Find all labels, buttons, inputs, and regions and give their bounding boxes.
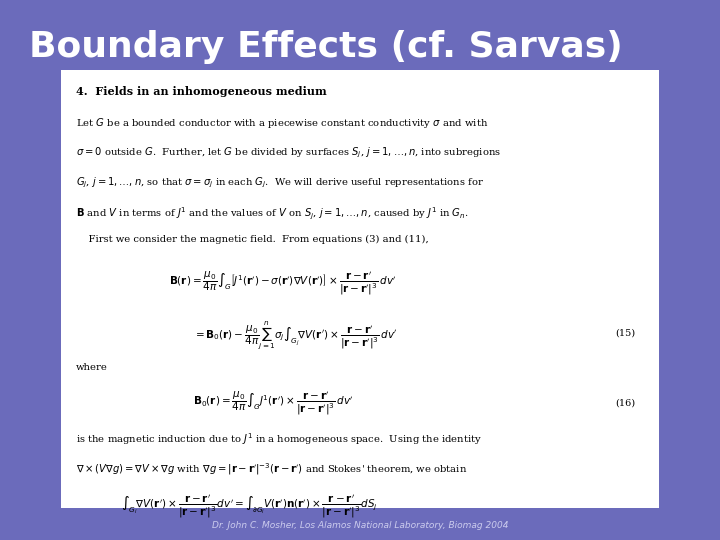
Text: $\int_{G_i} \nabla V(\mathbf{r}') \times \dfrac{\mathbf{r}-\mathbf{r}'}{|\mathbf: $\int_{G_i} \nabla V(\mathbf{r}') \times… xyxy=(121,492,378,520)
Text: $G_j$, $j = 1, \ldots, n$, so that $\sigma = \sigma_j$ in each $G_j$.  We will d: $G_j$, $j = 1, \ldots, n$, so that $\sig… xyxy=(76,176,484,190)
Text: Let $G$ be a bounded conductor with a piecewise constant conductivity $\sigma$ a: Let $G$ be a bounded conductor with a pi… xyxy=(76,116,488,130)
Text: $\mathbf{B}_0(\mathbf{r}) = \dfrac{\mu_0}{4\pi} \int_G J^1(\mathbf{r}') \times \: $\mathbf{B}_0(\mathbf{r}) = \dfrac{\mu_0… xyxy=(193,389,354,417)
Text: $\sigma = 0$ outside $G$.  Further, let $G$ be divided by surfaces $S_j$, $j = 1: $\sigma = 0$ outside $G$. Further, let $… xyxy=(76,146,501,160)
Text: $\mathbf{B}(\mathbf{r}) = \dfrac{\mu_0}{4\pi} \int_G \left[J^1(\mathbf{r}') - \s: $\mathbf{B}(\mathbf{r}) = \dfrac{\mu_0}{… xyxy=(168,269,396,296)
Text: where $\mathbf{n}$ is the outer unit normal of the surface $\partial G_j$.  This: where $\mathbf{n}$ is the outer unit nor… xyxy=(76,539,501,540)
Text: Dr. John C. Mosher, Los Alamos National Laboratory, Biomag 2004: Dr. John C. Mosher, Los Alamos National … xyxy=(212,521,508,530)
Text: (16): (16) xyxy=(615,399,635,407)
Text: $\mathbf{B}$ and $V$ in terms of $J^1$ and the values of $V$ on $S_j$, $j = 1, \: $\mathbf{B}$ and $V$ in terms of $J^1$ a… xyxy=(76,205,469,221)
Bar xyxy=(61,70,659,508)
Text: is the magnetic induction due to $J^1$ in a homogeneous space.  Using the identi: is the magnetic induction due to $J^1$ i… xyxy=(76,431,482,447)
Text: $\nabla \times (V\nabla g) = \nabla V \times \nabla g$ with $\nabla g = |\mathbf: $\nabla \times (V\nabla g) = \nabla V \t… xyxy=(76,461,467,477)
Text: First we consider the magnetic field.  From equations (3) and (11),: First we consider the magnetic field. Fr… xyxy=(76,235,429,244)
Text: 4.  Fields in an inhomogeneous medium: 4. Fields in an inhomogeneous medium xyxy=(76,85,327,97)
Text: $= \mathbf{B}_0(\mathbf{r}) - \dfrac{\mu_0}{4\pi} \sum_{j=1}^{n} \sigma_j \int_{: $= \mathbf{B}_0(\mathbf{r}) - \dfrac{\mu… xyxy=(193,320,397,352)
Text: (15): (15) xyxy=(615,328,635,338)
Text: Boundary Effects (cf. Sarvas): Boundary Effects (cf. Sarvas) xyxy=(29,30,623,64)
Text: where: where xyxy=(76,363,108,372)
